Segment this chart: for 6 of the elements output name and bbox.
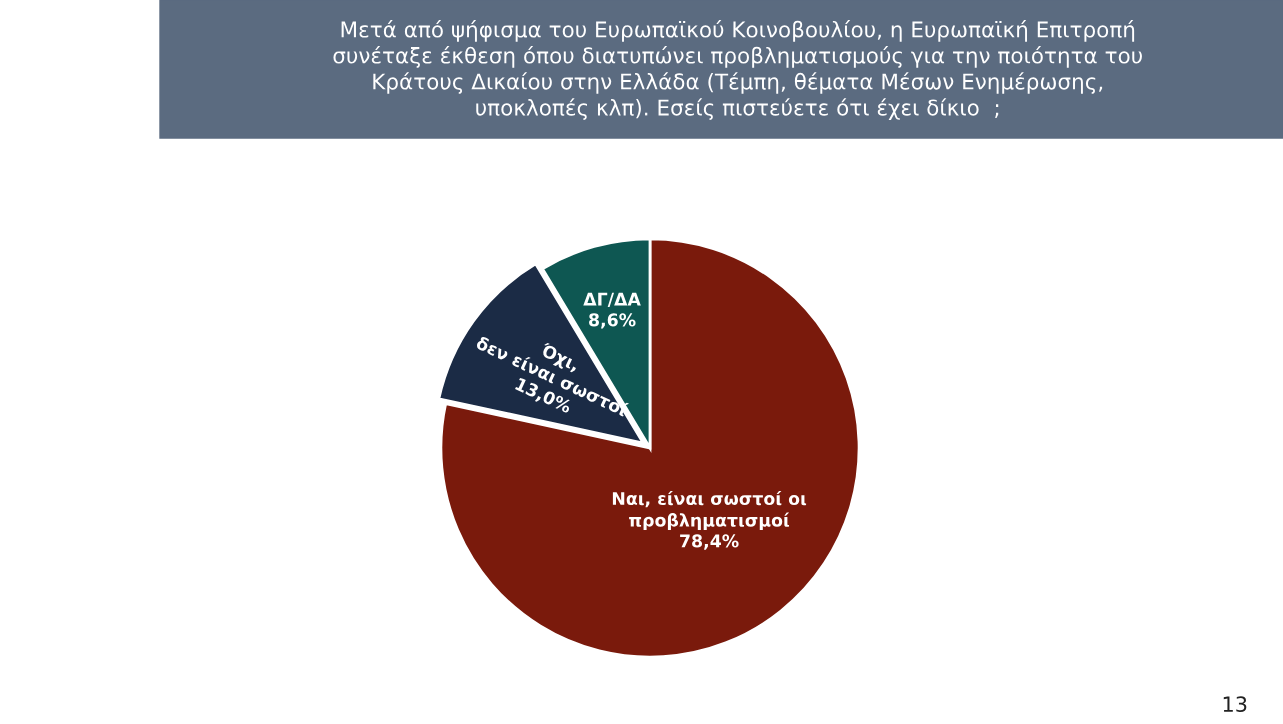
data-label: 78,4% [680, 534, 739, 550]
text: 13 [1223, 696, 1247, 713]
chart-title: Μετά από ψήφισμα του Ευρωπαϊκού Κοινοβουλίου, η Ευρωπαϊκή Επιτροπή συνέταξε έκθεση όπου διατυπώνει προβληματισμούς για την ποιότητα του Κράτους Δικαίου στην Ελλάδα (Τέμπη, θέματα Μέσων Ενημέρωσης, υποκλοπές κλπ). Εσείς πιστεύετε ότι έχει δίκιο ; [333, 20, 1142, 120]
data-label: 8,6% [589, 313, 636, 329]
slice-label: Ναι, είναι σωστοί οι προβληματισμοί [612, 490, 807, 531]
slice-label: ΔΓ/ΔΑ [583, 292, 641, 307]
